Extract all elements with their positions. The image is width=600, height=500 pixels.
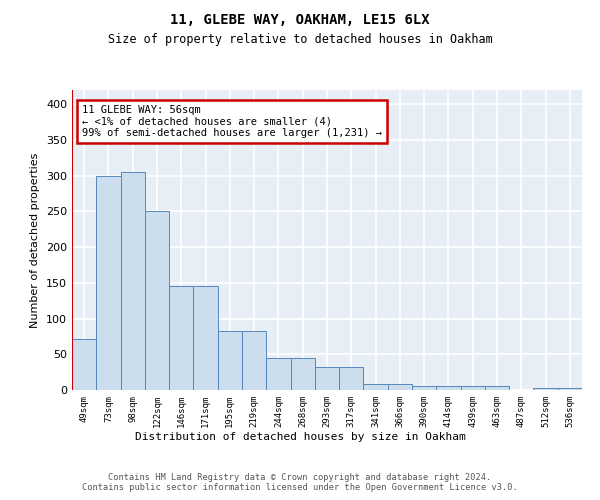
Bar (193, 286, 218, 390)
Y-axis label: Number of detached properties: Number of detached properties (31, 152, 40, 328)
Text: 11 GLEBE WAY: 56sqm
← <1% of detached houses are smaller (4)
99% of semi-detache: 11 GLEBE WAY: 56sqm ← <1% of detached ho… (82, 105, 382, 138)
Bar (315, 367, 339, 390)
Bar (558, 388, 582, 390)
Bar (242, 330, 266, 390)
Bar (121, 172, 145, 390)
Text: Distribution of detached houses by size in Oakham: Distribution of detached houses by size … (134, 432, 466, 442)
Bar (533, 388, 558, 390)
Bar (364, 384, 388, 390)
Bar (388, 384, 412, 390)
Bar (218, 330, 242, 390)
Bar (290, 358, 315, 390)
Bar (461, 386, 485, 390)
Text: Size of property relative to detached houses in Oakham: Size of property relative to detached ho… (107, 32, 493, 46)
Bar (145, 212, 169, 390)
Bar (339, 367, 364, 390)
Bar (72, 338, 96, 390)
Text: 11, GLEBE WAY, OAKHAM, LE15 6LX: 11, GLEBE WAY, OAKHAM, LE15 6LX (170, 12, 430, 26)
Bar (436, 386, 461, 390)
Bar (485, 386, 509, 390)
Bar (412, 386, 436, 390)
Bar (169, 286, 193, 390)
Bar (96, 176, 121, 390)
Bar (266, 358, 290, 390)
Text: Contains HM Land Registry data © Crown copyright and database right 2024.
Contai: Contains HM Land Registry data © Crown c… (82, 472, 518, 492)
